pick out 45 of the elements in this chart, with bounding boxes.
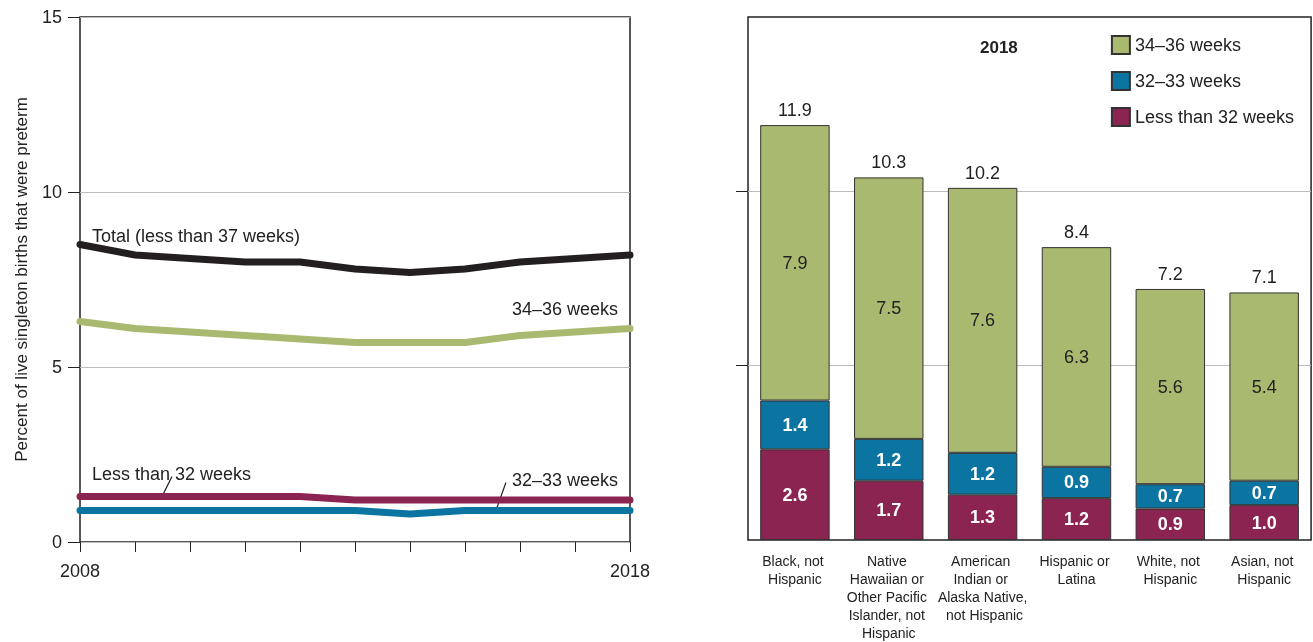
y-tick-label: 10 — [41, 182, 62, 202]
x-tick-label: American Indian or Alaska Native, not Hispanic — [937, 553, 1028, 623]
data-label: 0.9 — [1157, 514, 1183, 535]
legend-label: Less than 32 weeks — [1134, 107, 1295, 127]
total-label: 7.2 — [1157, 263, 1183, 284]
y-tick-label: 5 — [51, 357, 62, 377]
data-label: 1.2 — [876, 449, 902, 470]
total-label: 8.4 — [1063, 222, 1089, 243]
series-label: Less than 32 weeks — [92, 463, 252, 484]
data-label: 1.0 — [1251, 512, 1277, 533]
data-label: 1.2 — [970, 463, 996, 484]
data-label: 6.3 — [1063, 346, 1089, 367]
legend-title: 2018 — [980, 38, 1018, 57]
data-label: 0.7 — [1157, 486, 1183, 507]
total-label: 10.2 — [965, 162, 1001, 183]
total-label: 10.3 — [871, 152, 907, 173]
total-label: 11.9 — [778, 100, 812, 121]
data-label: 7.9 — [782, 252, 808, 273]
data-label: 1.2 — [1063, 509, 1089, 530]
data-label: 1.7 — [876, 500, 902, 521]
x-tick-label: Native Hawaiian or Other Pacific Islander, not Hispanic — [846, 553, 931, 641]
x-tick-label: Asian, not Hispanic — [1231, 553, 1298, 587]
series-label: Total (less than 37 weeks) — [92, 225, 301, 246]
data-label: 5.4 — [1251, 376, 1277, 397]
data-label: 2.6 — [782, 484, 808, 505]
x-tick-label: 2018 — [609, 561, 651, 581]
x-tick-label: Black, not Hispanic — [762, 553, 828, 587]
x-tick-label: White, not Hispanic — [1136, 553, 1204, 587]
data-label: 5.6 — [1157, 376, 1183, 397]
data-label: 0.7 — [1251, 482, 1277, 503]
data-label: 7.5 — [876, 298, 902, 319]
total-label: 7.1 — [1251, 267, 1277, 288]
y-tick-label: 0 — [51, 532, 62, 552]
y-axis-title: Percent of live singleton births that were preterm — [12, 97, 31, 462]
data-label: 1.4 — [782, 414, 808, 435]
data-label: 7.6 — [970, 310, 996, 331]
data-label: 1.3 — [970, 507, 996, 528]
legend-label: 32–33 weeks — [1134, 71, 1241, 91]
legend-label: 34–36 weeks — [1134, 35, 1241, 55]
y-tick-label: 15 — [41, 7, 62, 27]
x-tick-label: 2008 — [59, 561, 101, 581]
x-tick-label: Hispanic or Latina — [1039, 553, 1114, 587]
series-label: 34–36 weeks — [511, 299, 618, 319]
series-label: 32–33 weeks — [511, 469, 618, 490]
data-label: 0.9 — [1063, 472, 1089, 493]
